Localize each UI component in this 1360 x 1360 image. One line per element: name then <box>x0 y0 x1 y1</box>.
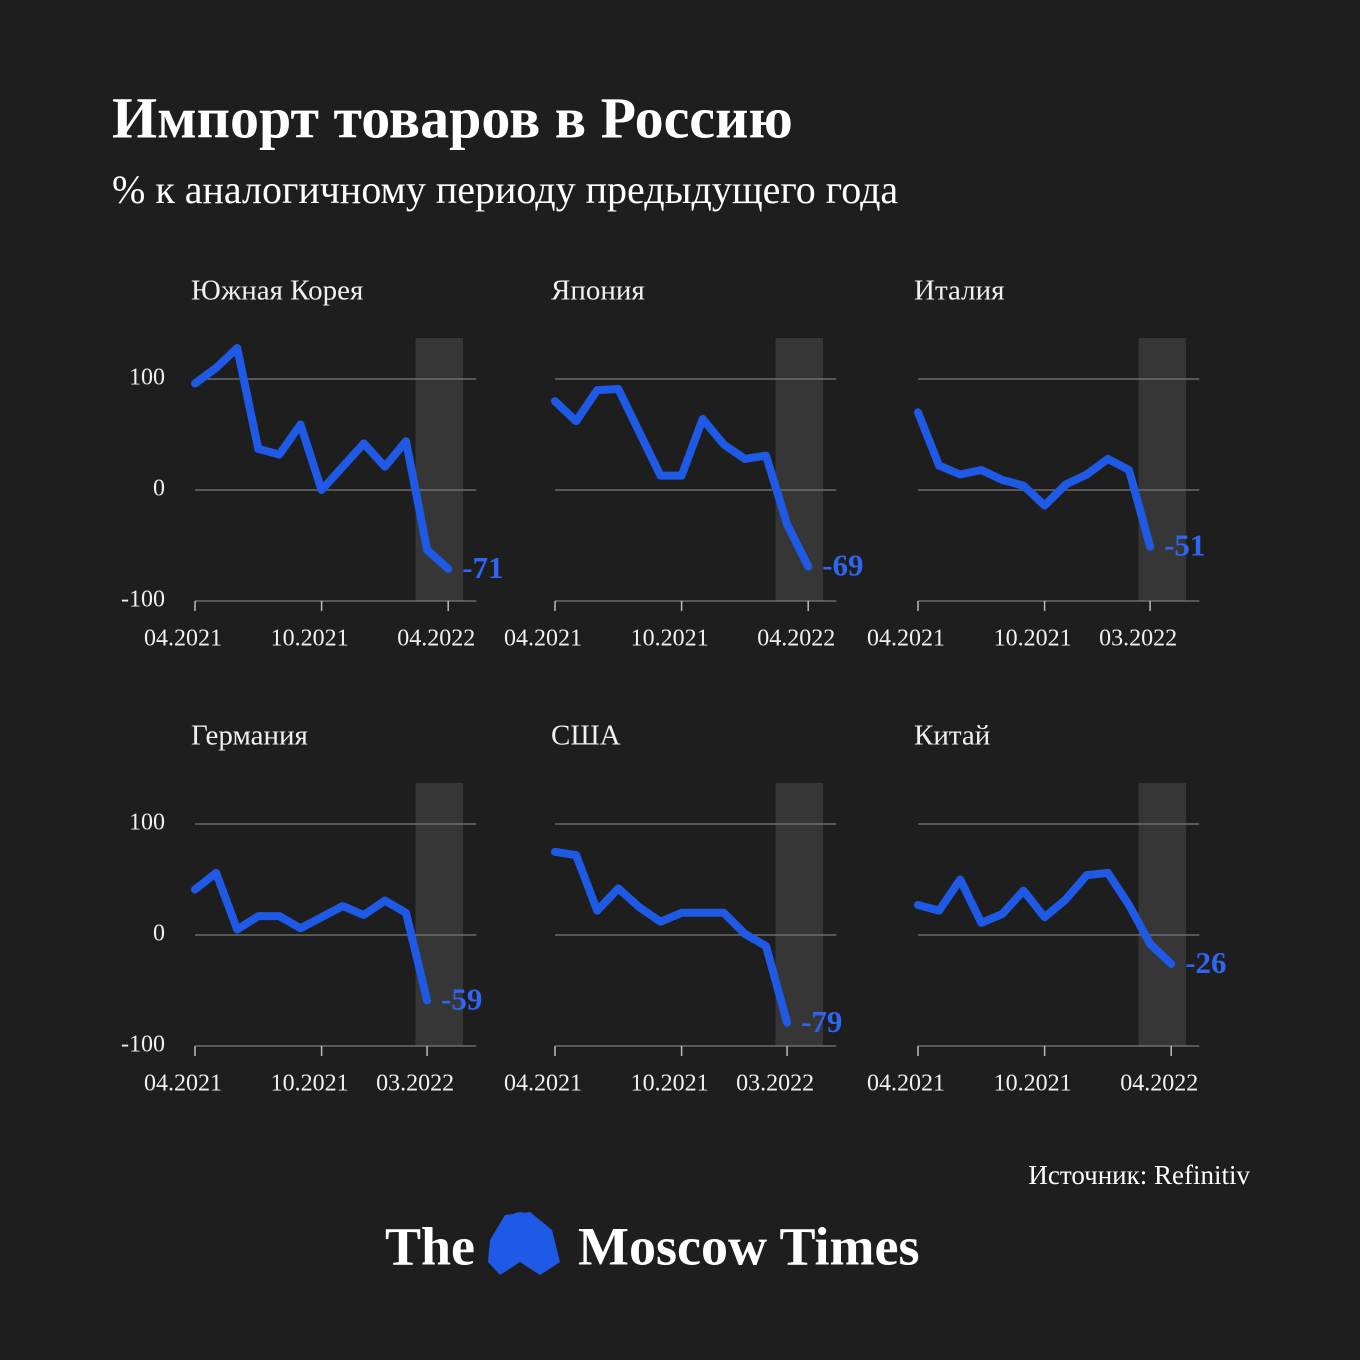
value-label: -59 <box>441 982 482 1017</box>
x-tick-label: 03.2022 <box>1099 625 1177 651</box>
x-tick-label: 10.2021 <box>631 625 709 651</box>
y-tick-label: 0 <box>153 476 165 502</box>
x-tick-label: 04.2021 <box>867 1070 945 1096</box>
value-label: -26 <box>1185 945 1226 980</box>
highlight-band <box>1138 337 1186 601</box>
x-tick-label: 04.2021 <box>144 1070 222 1096</box>
data-line <box>914 408 1155 551</box>
x-tick-label: 10.2021 <box>271 625 349 651</box>
logo-right: Moscow Times <box>578 1216 919 1276</box>
y-tick-label: 0 <box>153 921 165 947</box>
x-tick-label: 04.2021 <box>867 625 945 651</box>
source: Источник: Refinitiv <box>1028 1160 1250 1190</box>
x-tick-label: 04.2022 <box>757 625 835 651</box>
data-line <box>551 385 813 571</box>
x-tick-label: 10.2021 <box>631 1070 709 1096</box>
logo-icon <box>488 1212 560 1275</box>
value-label: -69 <box>822 548 863 583</box>
highlight-band <box>775 337 823 601</box>
value-label: -79 <box>801 1004 842 1039</box>
y-tick-label: 100 <box>129 365 165 391</box>
panel-title: Япония <box>551 275 645 307</box>
highlight-band <box>1138 782 1186 1046</box>
value-label: -51 <box>1164 528 1205 563</box>
value-label: -71 <box>462 550 503 585</box>
x-tick-label: 10.2021 <box>271 1070 349 1096</box>
x-tick-label: 04.2021 <box>504 1070 582 1096</box>
data-line <box>914 868 1176 968</box>
data-line <box>551 847 792 1027</box>
x-tick-label: 03.2022 <box>376 1070 454 1096</box>
x-tick-label: 04.2021 <box>144 625 222 651</box>
panel-title: Италия <box>914 275 1004 307</box>
y-tick-label: -100 <box>121 1031 165 1057</box>
panel-title: Германия <box>191 720 308 752</box>
x-tick-label: 10.2021 <box>994 1070 1072 1096</box>
x-tick-label: 04.2022 <box>397 625 475 651</box>
panel-title: Китай <box>914 720 990 752</box>
y-tick-label: 100 <box>129 810 165 836</box>
x-tick-label: 04.2022 <box>1120 1070 1198 1096</box>
subtitle: % к аналогичному периоду предыдущего год… <box>112 167 898 212</box>
y-tick-label: -100 <box>121 586 165 612</box>
x-tick-label: 10.2021 <box>994 625 1072 651</box>
data-line <box>191 868 432 1005</box>
panel-title: США <box>551 720 621 752</box>
x-tick-label: 03.2022 <box>736 1070 814 1096</box>
data-line <box>191 344 453 573</box>
panel-title: Южная Корея <box>191 275 363 307</box>
title: Импорт товаров в Россию <box>112 85 793 150</box>
logo-left: The <box>385 1216 475 1276</box>
x-tick-label: 04.2021 <box>504 625 582 651</box>
highlight-band <box>415 782 463 1046</box>
